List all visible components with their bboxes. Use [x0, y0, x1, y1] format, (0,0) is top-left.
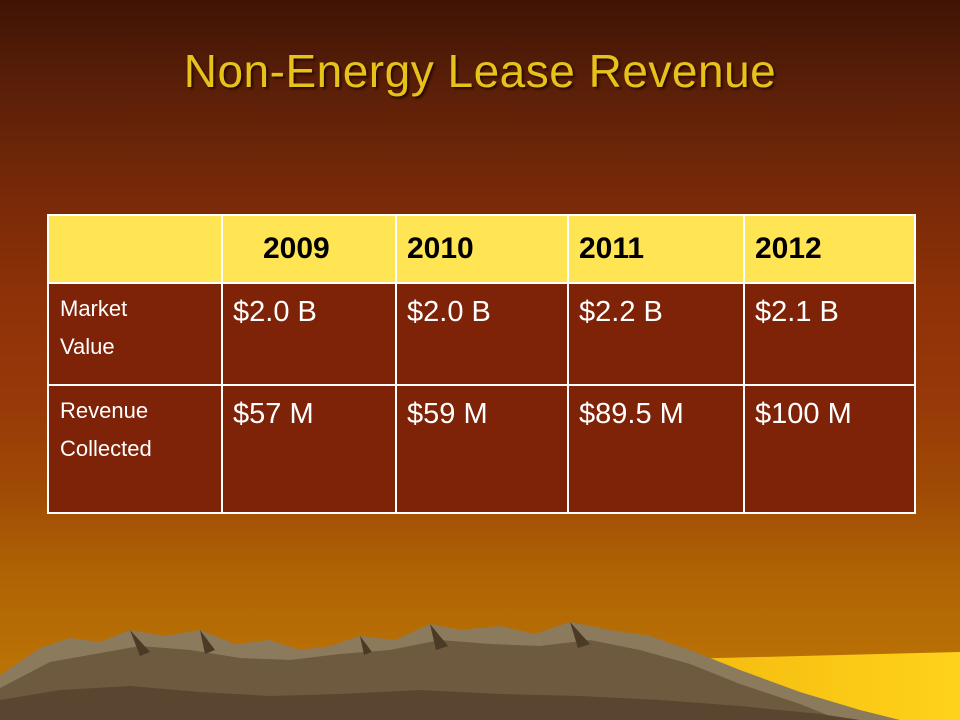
revenue-2009: $57 M — [221, 384, 397, 514]
mountain-foreground — [0, 686, 860, 720]
table-corner-cell — [47, 214, 223, 284]
market-value-2009: $2.0 B — [221, 282, 397, 386]
revenue-2012: $100 M — [743, 384, 916, 514]
mountain-range-graphic — [0, 622, 960, 720]
market-value-2010: $2.0 B — [395, 282, 569, 386]
table-row-revenue-collected: Revenue Collected $57 M $59 M $89.5 M $10… — [47, 384, 916, 514]
table-header-row: 2009 2010 2011 2012 — [47, 214, 916, 284]
market-value-2012: $2.1 B — [743, 282, 916, 386]
row-label-revenue-collected: Revenue Collected — [47, 384, 223, 514]
revenue-table: 2009 2010 2011 2012 Market Value $2.0 B $… — [47, 214, 916, 514]
year-header-2011: 2011 — [567, 214, 745, 284]
table-row-market-value: Market Value $2.0 B $2.0 B $2.2 B $2.1 B — [47, 282, 916, 386]
year-header-2009: 2009 — [221, 214, 397, 284]
row-label-market-value: Market Value — [47, 282, 223, 386]
revenue-2010: $59 M — [395, 384, 569, 514]
slide-title: Non-Energy Lease Revenue — [183, 45, 777, 97]
market-value-2011: $2.2 B — [567, 282, 745, 386]
year-header-2010: 2010 — [395, 214, 569, 284]
revenue-2011: $89.5 M — [567, 384, 745, 514]
year-header-2012: 2012 — [743, 214, 916, 284]
